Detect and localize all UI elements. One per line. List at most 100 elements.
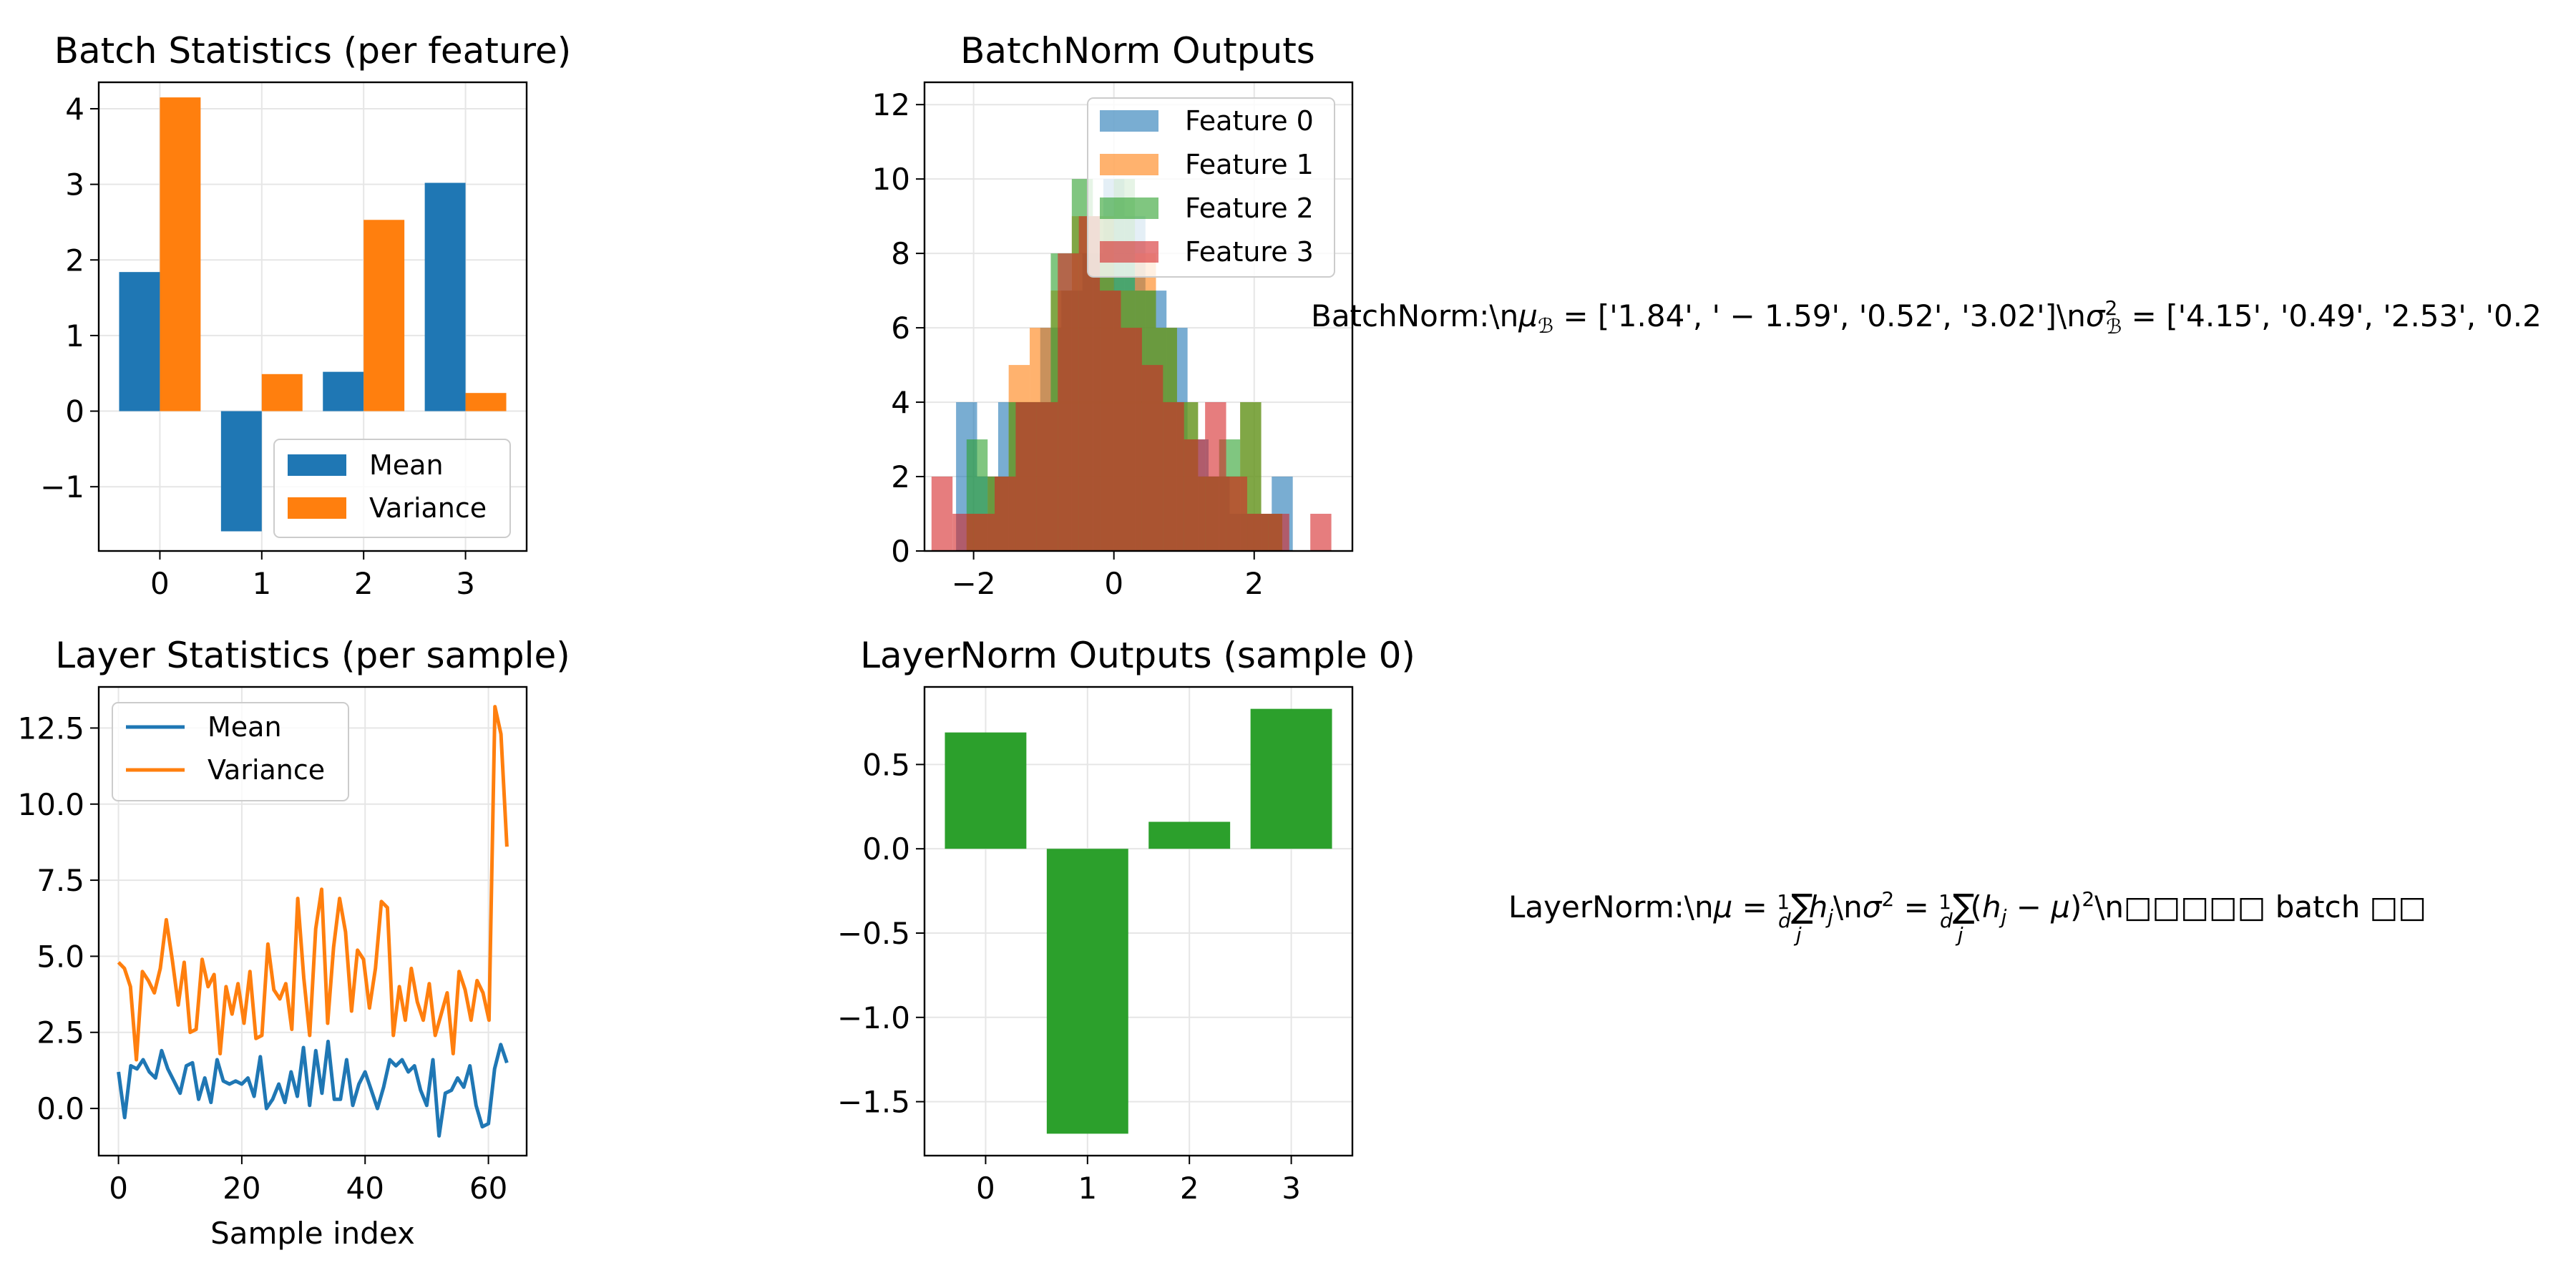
layernorm-outputs-title: LayerNorm Outputs (sample 0)	[860, 635, 1415, 676]
legend-swatch-feature-0	[1100, 110, 1158, 132]
legend-label-variance: Variance	[369, 492, 487, 524]
layer-stats-ytick-label: 10.0	[17, 787, 84, 822]
layer-stats-title: Layer Statistics (per sample)	[55, 635, 570, 676]
feature-3-hist-bar	[1058, 253, 1079, 551]
batch-stats-ytick-label: 1	[65, 318, 84, 353]
batch-stats-xtick-label: 2	[354, 566, 374, 601]
layernorm-outputs-frame	[923, 686, 1354, 1157]
batchnorm-annotation: BatchNorm:\nμℬ = ['1.84', ' − 1.59', '0.…	[1311, 296, 2542, 338]
layer-stats-lines	[117, 705, 509, 1138]
legend-swatch-feature-1	[1100, 154, 1158, 175]
batchnorm-outputs-xtick-label: 0	[1104, 566, 1123, 601]
legend-swatch-variance	[288, 497, 346, 519]
feature-3-hist-bar	[952, 514, 974, 551]
layernorm-outputs-ticks: −1.5 −1.0 −0.5 0.0 0.5 0 1 2 3	[837, 747, 1301, 1206]
legend-label-mean: Mean	[369, 449, 444, 481]
batch-stats-ytick-label: 3	[65, 167, 84, 203]
feature-3-hist-bar	[1036, 402, 1058, 551]
layernorm-output-bar	[945, 732, 1027, 849]
batch-stats-ytick-label: 2	[65, 243, 84, 278]
layernorm-output-bar	[1250, 708, 1332, 849]
batchnorm-outputs-ytick-label: 2	[891, 459, 910, 494]
batch-stats-title: Batch Statistics (per feature)	[54, 30, 572, 72]
layernorm-outputs-xtick-label: 1	[1078, 1171, 1097, 1206]
layernorm-outputs-ytick-label: 0.0	[862, 831, 910, 867]
batch-stats-legend: Mean Variance	[273, 439, 511, 538]
layernorm-outputs-ytick-label: −1.0	[837, 1000, 910, 1035]
mean-bar	[323, 371, 364, 411]
feature-3-hist-bar	[1268, 514, 1289, 551]
layer-stats-ticks: 0.0 2.5 5.0 7.5 10.0 12.5 0 20 40 60	[17, 711, 507, 1206]
layernorm-outputs-ytick-label: −0.5	[837, 916, 910, 951]
mean-bar	[424, 182, 466, 411]
batch-stats-ytick-label: 4	[65, 92, 84, 127]
feature-3-hist-bar	[1184, 439, 1206, 551]
batchnorm-outputs-ticks: 0 2 4 6 8 10 12 −2 0 2	[872, 87, 1264, 601]
legend-label-feature-2: Feature 2	[1185, 192, 1314, 224]
ln-annot-eq2: =	[1894, 889, 1938, 924]
layernorm-outputs-ytick-label: −1.5	[837, 1085, 910, 1120]
layernorm-outputs-ytick-label: 0.5	[862, 747, 910, 782]
layernorm-output-bar	[1046, 849, 1128, 1134]
mean-bar	[220, 411, 262, 532]
bn-annot-var: = ['4.15', '0.49', '2.53', '0.2	[2122, 298, 2542, 333]
layernorm-outputs-bars	[945, 708, 1332, 1134]
batch-stats-ytick-label: 0	[65, 394, 84, 429]
batchnorm-outputs-xtick-label: 2	[1244, 566, 1264, 601]
ln-annot-nl1: \n	[1833, 889, 1863, 924]
bn-annot-mean: = ['1.84', ' − 1.59', '0.52', '3.02']\n	[1553, 298, 2086, 333]
legend-swatch-feature-2	[1100, 197, 1158, 219]
feature-3-hist-bar	[1226, 477, 1247, 551]
batch-stats-xtick-label: 1	[252, 566, 271, 601]
batchnorm-outputs-xtick-label: −2	[952, 566, 996, 601]
layer-stats-xlabel: Sample index	[210, 1216, 415, 1251]
layer-variance-line	[117, 705, 509, 1062]
layernorm-outputs-xtick-label: 0	[976, 1171, 995, 1206]
variance-bar	[261, 374, 303, 411]
layer-stats-ytick-label: 0.0	[36, 1091, 84, 1126]
feature-3-hist-bar	[1100, 291, 1121, 551]
layer-stats-ytick-label: 2.5	[36, 1015, 84, 1050]
ln-annot-prefix: LayerNorm:\n	[1508, 889, 1714, 924]
batchnorm-outputs-ytick-label: 8	[891, 236, 910, 271]
feature-3-hist-bar	[995, 477, 1016, 551]
batchnorm-outputs-ytick-label: 0	[891, 534, 910, 569]
layer-stats-ytick-label: 7.5	[36, 863, 84, 898]
feature-3-hist-bar	[1163, 402, 1184, 551]
layer-stats-ytick-label: 5.0	[36, 939, 84, 974]
feature-3-hist-bar	[1205, 402, 1226, 551]
batchnorm-outputs-ytick-label: 12	[872, 87, 910, 122]
feature-3-hist-bar	[1310, 514, 1332, 551]
bn-annot-prefix: BatchNorm:\n	[1311, 298, 1518, 333]
layer-mean-line	[117, 1040, 509, 1138]
batchnorm-outputs-ytick-label: 6	[891, 311, 910, 346]
batchnorm-outputs-title: BatchNorm Outputs	[960, 30, 1315, 72]
layer-stats-legend: Mean Variance	[112, 702, 349, 801]
batch-stats-ytick-label: −1	[40, 469, 84, 504]
feature-3-hist-bar	[1141, 365, 1163, 551]
legend-swatch-feature-3	[1100, 241, 1158, 263]
layernorm-output-bar	[1148, 821, 1231, 849]
feature-3-hist-bar	[973, 514, 995, 551]
ln-annot-tail: \n□□□□□ batch □□	[2094, 889, 2426, 924]
legend-label-layer-variance: Variance	[208, 754, 325, 786]
batchnorm-outputs-panel: BatchNorm Outputs 0 2 4 6 8 10 12 −2 0 2 Feature …	[872, 30, 1354, 601]
batchnorm-outputs-ytick-label: 4	[891, 385, 910, 420]
layernorm-outputs-xtick-label: 2	[1180, 1171, 1199, 1206]
feature-3-hist-bar	[1121, 328, 1142, 551]
batch-stats-xtick-label: 3	[456, 566, 475, 601]
variance-bar	[364, 220, 405, 411]
legend-swatch-mean	[288, 454, 346, 476]
legend-label-feature-1: Feature 1	[1185, 149, 1314, 180]
layer-stats-xtick-label: 20	[223, 1171, 260, 1206]
mean-bar	[119, 272, 160, 411]
batch-stats-xtick-label: 0	[150, 566, 170, 601]
layer-stats-xtick-label: 0	[109, 1171, 128, 1206]
feature-3-hist-bar	[1246, 514, 1269, 551]
feature-3-hist-bar	[1015, 402, 1037, 551]
variance-bar	[465, 393, 507, 411]
legend-label-layer-mean: Mean	[208, 711, 282, 743]
layer-stats-panel: Layer Statistics (per sample) 0.0 2.5 5.0 7…	[17, 635, 570, 1251]
layernorm-outputs-panel: LayerNorm Outputs (sample 0) −1.5 −1.0 −0.…	[837, 635, 1415, 1206]
